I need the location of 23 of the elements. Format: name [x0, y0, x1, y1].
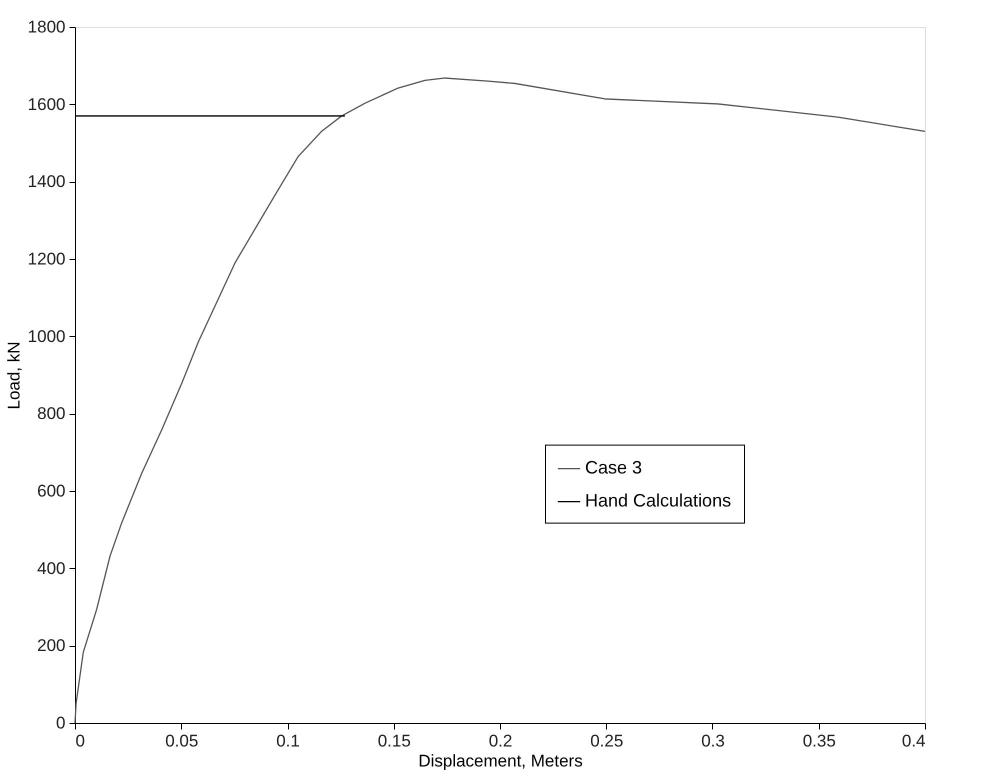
x-tick-label: 0.1	[276, 732, 300, 750]
x-tick-label: 0.25	[590, 732, 624, 750]
x-axis-title: Displacement, Meters	[418, 752, 583, 770]
x-tick-label: 0.3	[701, 732, 725, 750]
y-tick-label: 1400	[28, 172, 66, 192]
x-tick-label: 0.15	[378, 732, 411, 750]
x-tick-label: 0.4	[902, 732, 926, 750]
legend-label: Hand Calculations	[585, 490, 732, 511]
x-tick-label: 0.2	[488, 732, 512, 750]
y-tick-label: 400	[37, 558, 66, 578]
y-tick-label: 1800	[28, 18, 66, 36]
y-tick-label: 0	[56, 714, 66, 732]
y-tick-label: 1600	[28, 94, 66, 114]
y-tick-label: 800	[37, 404, 66, 424]
y-tick-label: 200	[37, 636, 66, 656]
legend-label: Case 3	[585, 458, 642, 478]
y-tick-label: 600	[37, 482, 66, 500]
x-tick-label: 0	[76, 732, 85, 750]
y-tick-label: 1200	[28, 250, 66, 268]
x-tick-label: 0.35	[802, 732, 836, 750]
y-tick-label: 1000	[28, 326, 66, 346]
y-axis-title: Load, kN	[4, 341, 24, 410]
x-tick-label: 0.05	[165, 732, 198, 750]
